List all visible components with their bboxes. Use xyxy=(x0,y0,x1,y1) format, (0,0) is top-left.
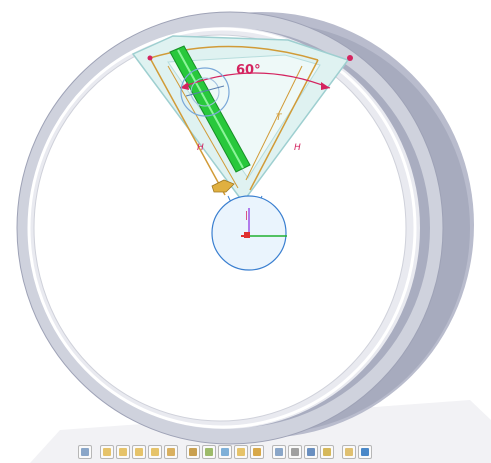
sketch-outline-right[interactable] xyxy=(249,59,319,191)
top-edge-constraint[interactable]: T xyxy=(276,113,283,123)
apex-constraint-glyph[interactable] xyxy=(211,179,235,193)
sketch-point-1[interactable] xyxy=(347,55,353,61)
arc-icon xyxy=(119,448,127,456)
project-icon xyxy=(275,448,283,456)
mirror-icon xyxy=(221,448,229,456)
trim-icon xyxy=(167,448,175,456)
pattern-icon xyxy=(253,448,261,456)
sketch-point-2[interactable] xyxy=(147,55,153,61)
section-icon xyxy=(345,448,353,456)
measure-button[interactable] xyxy=(320,445,334,459)
sketch-circle-button[interactable] xyxy=(132,445,146,459)
left-arm-parallel-constraint[interactable]: H xyxy=(197,143,204,153)
project-button[interactable] xyxy=(272,445,286,459)
finish-icon xyxy=(361,448,369,456)
display-icon xyxy=(307,448,315,456)
line-icon xyxy=(103,448,111,456)
finish-sketch-button[interactable] xyxy=(358,445,372,459)
angle-arrow-right xyxy=(321,82,330,90)
sketch-inner-left[interactable] xyxy=(167,65,239,189)
angle-dimension-arc[interactable] xyxy=(179,72,331,89)
sketch-rectangle-button[interactable] xyxy=(148,445,162,459)
right-arm-parallel-constraint[interactable]: H xyxy=(294,143,301,153)
angle-arrow-left xyxy=(180,82,189,90)
sketch-line-button[interactable] xyxy=(100,445,114,459)
rectangle-icon xyxy=(151,448,159,456)
bottom-toolbar xyxy=(78,443,372,461)
offset-button[interactable] xyxy=(234,445,248,459)
sketch-outline-arc[interactable] xyxy=(149,45,319,61)
ring-front-rim xyxy=(27,27,417,429)
select-tool-button[interactable] xyxy=(78,445,92,459)
dimension-icon xyxy=(189,448,197,456)
measure-icon xyxy=(323,448,331,456)
dimension-button[interactable] xyxy=(186,445,200,459)
mirror-button[interactable] xyxy=(218,445,232,459)
display-button[interactable] xyxy=(304,445,318,459)
sketch-outline-left[interactable] xyxy=(149,57,226,196)
cursor-icon xyxy=(81,448,89,456)
center-dimension-glyph: | xyxy=(245,211,248,221)
pivot-circle-inner xyxy=(190,77,220,107)
view-button[interactable] xyxy=(288,445,302,459)
slot-highlight xyxy=(177,49,244,169)
section-button[interactable] xyxy=(342,445,356,459)
constraint-button[interactable] xyxy=(202,445,216,459)
pivot-axis xyxy=(185,85,225,97)
sketch-arc-button[interactable] xyxy=(116,445,130,459)
pattern-button[interactable] xyxy=(250,445,264,459)
view-icon xyxy=(291,448,299,456)
pivot-circle[interactable] xyxy=(180,67,230,117)
sketch-inner-right[interactable] xyxy=(245,65,303,181)
offset-icon xyxy=(237,448,245,456)
origin-marker[interactable] xyxy=(244,232,250,238)
trim-button[interactable] xyxy=(164,445,178,459)
angle-dimension-label[interactable]: 60° xyxy=(236,63,261,78)
constraint-icon xyxy=(205,448,213,456)
circle-icon xyxy=(135,448,143,456)
